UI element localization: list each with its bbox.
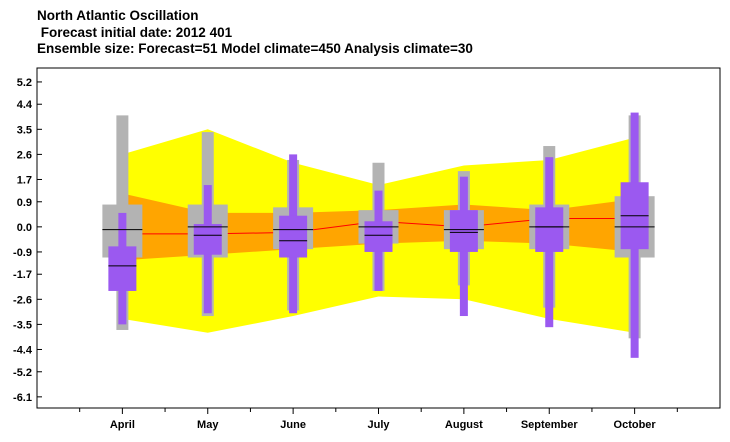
chart-subtitle-ensemble: Ensemble size: Forecast=51 Model climate… <box>37 41 473 56</box>
x-tick-label: August <box>445 419 483 431</box>
x-tick-label: July <box>367 419 390 431</box>
y-tick-label: 2.6 <box>17 149 32 161</box>
x-tick-label: April <box>110 419 135 431</box>
forecast-box-4 <box>449 210 478 252</box>
y-tick-label: 3.5 <box>17 124 32 136</box>
y-tick-label: 4.4 <box>17 99 33 111</box>
forecast-box-0 <box>108 246 137 291</box>
y-tick-label: 0.9 <box>17 197 32 209</box>
x-tick-label: May <box>197 419 219 431</box>
x-tick-label: June <box>280 419 306 431</box>
chart-title-block: North Atlantic Oscillation Forecast init… <box>37 8 473 58</box>
y-tick-label: -1.7 <box>13 269 32 281</box>
forecast-box-1 <box>193 224 222 255</box>
y-tick-label: -2.6 <box>13 294 32 306</box>
y-tick-label: 1.7 <box>17 174 32 186</box>
chart-title: North Atlantic Oscillation <box>37 8 199 23</box>
y-tick-label: -4.4 <box>13 344 33 356</box>
x-tick-label: September <box>521 419 579 431</box>
y-tick-label: -0.9 <box>13 247 32 259</box>
y-tick-label: 5.2 <box>17 77 32 89</box>
y-tick-label: -6.1 <box>13 392 32 404</box>
chart-subtitle-date: Forecast initial date: 2012 401 <box>37 24 233 40</box>
y-tick-label: -3.5 <box>13 319 32 331</box>
forecast-box-5 <box>535 207 564 252</box>
y-tick-label: -5.2 <box>13 367 32 379</box>
forecast-box-3 <box>364 221 393 252</box>
x-tick-label: October <box>614 419 657 431</box>
y-tick-label: 0.0 <box>17 222 32 234</box>
forecast-box-2 <box>279 215 308 258</box>
